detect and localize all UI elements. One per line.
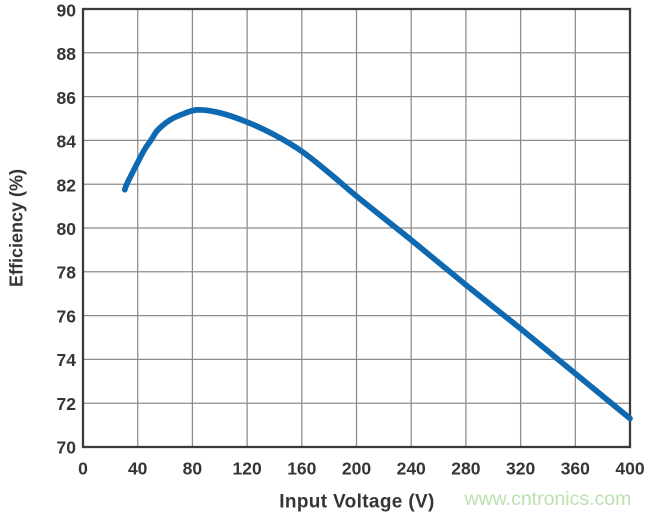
svg-text:80: 80 (183, 459, 203, 479)
svg-text:86: 86 (57, 88, 77, 108)
svg-text:280: 280 (451, 459, 480, 479)
svg-text:74: 74 (57, 350, 77, 370)
svg-text:40: 40 (128, 459, 148, 479)
svg-text:360: 360 (561, 459, 590, 479)
svg-text:Input Voltage (V): Input Voltage (V) (279, 492, 434, 513)
svg-text:72: 72 (57, 394, 77, 414)
svg-text:320: 320 (506, 459, 535, 479)
svg-text:88: 88 (57, 44, 77, 64)
svg-text:78: 78 (57, 263, 77, 283)
svg-text:Efficiency (%): Efficiency (%) (7, 169, 27, 287)
svg-text:70: 70 (57, 438, 77, 458)
svg-text:90: 90 (57, 1, 77, 21)
svg-text:120: 120 (232, 459, 261, 479)
svg-text:160: 160 (287, 459, 316, 479)
svg-text:84: 84 (57, 132, 77, 152)
svg-text:80: 80 (57, 219, 77, 239)
svg-text:200: 200 (342, 459, 371, 479)
svg-text:400: 400 (615, 459, 644, 479)
svg-text:www.cntronics.com: www.cntronics.com (464, 488, 632, 510)
svg-text:76: 76 (57, 306, 77, 326)
svg-text:0: 0 (78, 459, 88, 479)
svg-text:240: 240 (397, 459, 426, 479)
svg-text:82: 82 (57, 175, 77, 195)
